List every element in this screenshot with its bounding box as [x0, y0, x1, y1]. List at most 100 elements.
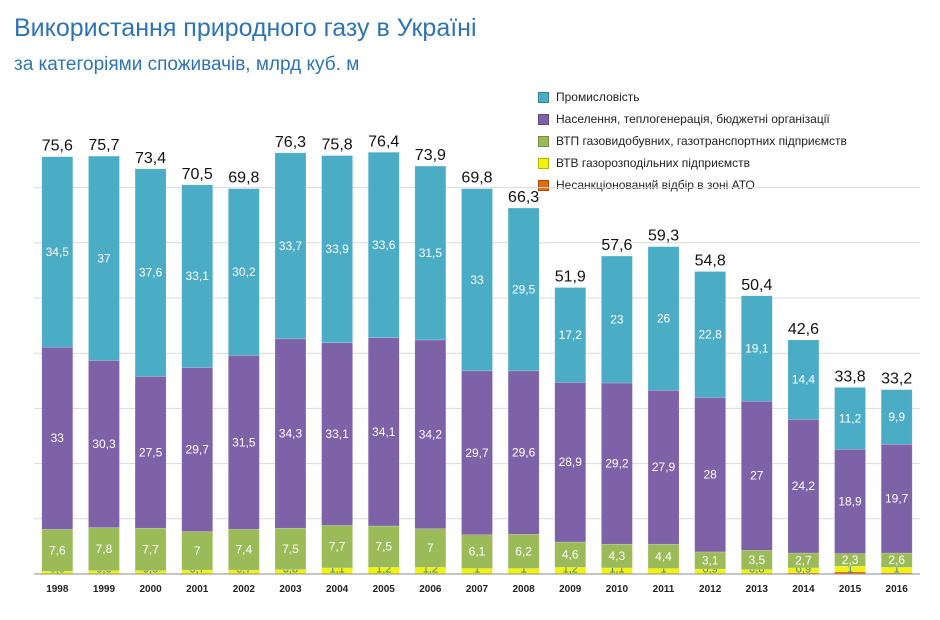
data-label: 33,9: [325, 242, 349, 256]
bar-segment: [647, 246, 680, 391]
total-label: 75,7: [88, 137, 119, 154]
data-label: 26: [657, 311, 671, 325]
x-tick-label: 1999: [93, 584, 116, 595]
data-label: 29,6: [512, 446, 536, 460]
bar-segment: [181, 367, 213, 532]
legend-item: Несанкціонований відбір в зоні АТО: [538, 174, 847, 196]
legend-item: Промисловість: [538, 86, 847, 108]
data-label: 7: [427, 541, 434, 555]
x-tick-label: 2007: [466, 584, 489, 595]
bar-segment: [414, 339, 447, 529]
total-label: 75,6: [42, 138, 73, 155]
bar-segment: [554, 382, 587, 543]
data-label: 33,1: [325, 427, 349, 441]
data-label: 29,5: [512, 282, 536, 296]
bar-segment: [507, 207, 540, 372]
data-label: 18,9: [838, 494, 862, 508]
bar-segment: [321, 155, 353, 343]
data-label: 27,9: [652, 460, 676, 474]
legend-swatch: [538, 179, 549, 191]
chart-subtitle: за категоріями споживачів, млрд куб. м: [14, 54, 360, 75]
data-label: 7,7: [329, 540, 346, 554]
x-tick-label: 2002: [233, 584, 256, 595]
x-tick-label: 2012: [699, 584, 722, 595]
data-label: 23: [610, 313, 624, 327]
bar-segment: [367, 337, 400, 527]
data-label: 2,3: [842, 553, 859, 567]
bar-segment: [228, 529, 260, 571]
data-label: 34,5: [46, 245, 70, 259]
bar-segment: [321, 342, 353, 526]
data-label: 27,5: [139, 445, 163, 459]
data-label: 2,7: [795, 553, 812, 567]
bar-segment: [601, 255, 633, 384]
total-label: 33,8: [834, 368, 865, 385]
total-label: 54,8: [695, 253, 726, 270]
bar-stack-2011: 14,4 27,9 26 59,3 2011: [647, 228, 680, 595]
total-label: 76,4: [368, 133, 399, 150]
total-label: 59,3: [648, 228, 679, 245]
data-label: 33,1: [186, 269, 210, 283]
data-label: 6,1: [469, 545, 486, 559]
bar-segment: [694, 271, 726, 398]
data-label: 22,8: [698, 327, 722, 341]
data-label: 17,2: [559, 328, 583, 342]
bar-stack-2016: 12,6 19,7 9,9 33,2 2016: [880, 371, 913, 595]
x-tick-label: 2015: [839, 584, 862, 595]
x-tick-label: 2004: [326, 584, 349, 595]
bar-segment: [741, 400, 773, 551]
data-label: 28,9: [559, 455, 583, 469]
bar-segment: [367, 525, 400, 568]
total-label: 75,8: [322, 137, 353, 154]
total-label: 69,8: [461, 170, 492, 187]
data-label: 30,2: [232, 265, 256, 279]
bar-segment: [274, 152, 307, 340]
data-label: 3,5: [748, 553, 765, 567]
x-tick-label: 2013: [746, 584, 769, 595]
x-tick-label: 2000: [139, 584, 162, 595]
data-label: 7,4: [235, 543, 252, 557]
bar-segment: [880, 444, 913, 554]
data-label: 2,6: [888, 553, 905, 567]
data-label: 7,6: [49, 543, 66, 557]
chart-legend: Промисловість Населення, теплогенерація, …: [538, 86, 847, 196]
bar-segment: [41, 529, 74, 572]
total-label: 76,3: [275, 134, 306, 151]
bar-segment: [134, 168, 167, 377]
data-label: 34,3: [279, 427, 303, 441]
bar-segment: [228, 188, 260, 356]
bar-segment: [88, 527, 120, 571]
data-label: 4,3: [609, 549, 626, 563]
bar-segment: [834, 387, 866, 450]
data-label: 33: [51, 431, 65, 445]
total-label: 42,6: [788, 321, 819, 338]
bar-segment: [88, 155, 120, 361]
data-label: 31,5: [232, 435, 256, 449]
bar-segment: [41, 346, 74, 530]
x-tick-label: 2008: [513, 584, 536, 595]
data-label: 14,4: [792, 373, 816, 387]
data-label: 34,1: [372, 425, 396, 439]
x-tick-label: 2009: [559, 584, 582, 595]
data-label: 7,5: [375, 540, 392, 554]
bar-segment: [274, 527, 307, 570]
legend-item: ВТП газовидобувних, газотранспортних під…: [538, 130, 847, 152]
data-label: 1: [894, 564, 900, 576]
bar-segment: [228, 355, 260, 530]
x-tick-label: 2014: [792, 584, 815, 595]
bar-segment: [414, 528, 447, 568]
data-label: 1: [474, 564, 480, 576]
bar-segment: [787, 419, 820, 554]
data-label: 7,5: [282, 542, 299, 556]
x-tick-label: 2003: [279, 584, 302, 595]
data-label: 37,6: [139, 266, 163, 280]
data-label: 7: [194, 544, 201, 558]
total-label: 51,9: [555, 269, 586, 286]
